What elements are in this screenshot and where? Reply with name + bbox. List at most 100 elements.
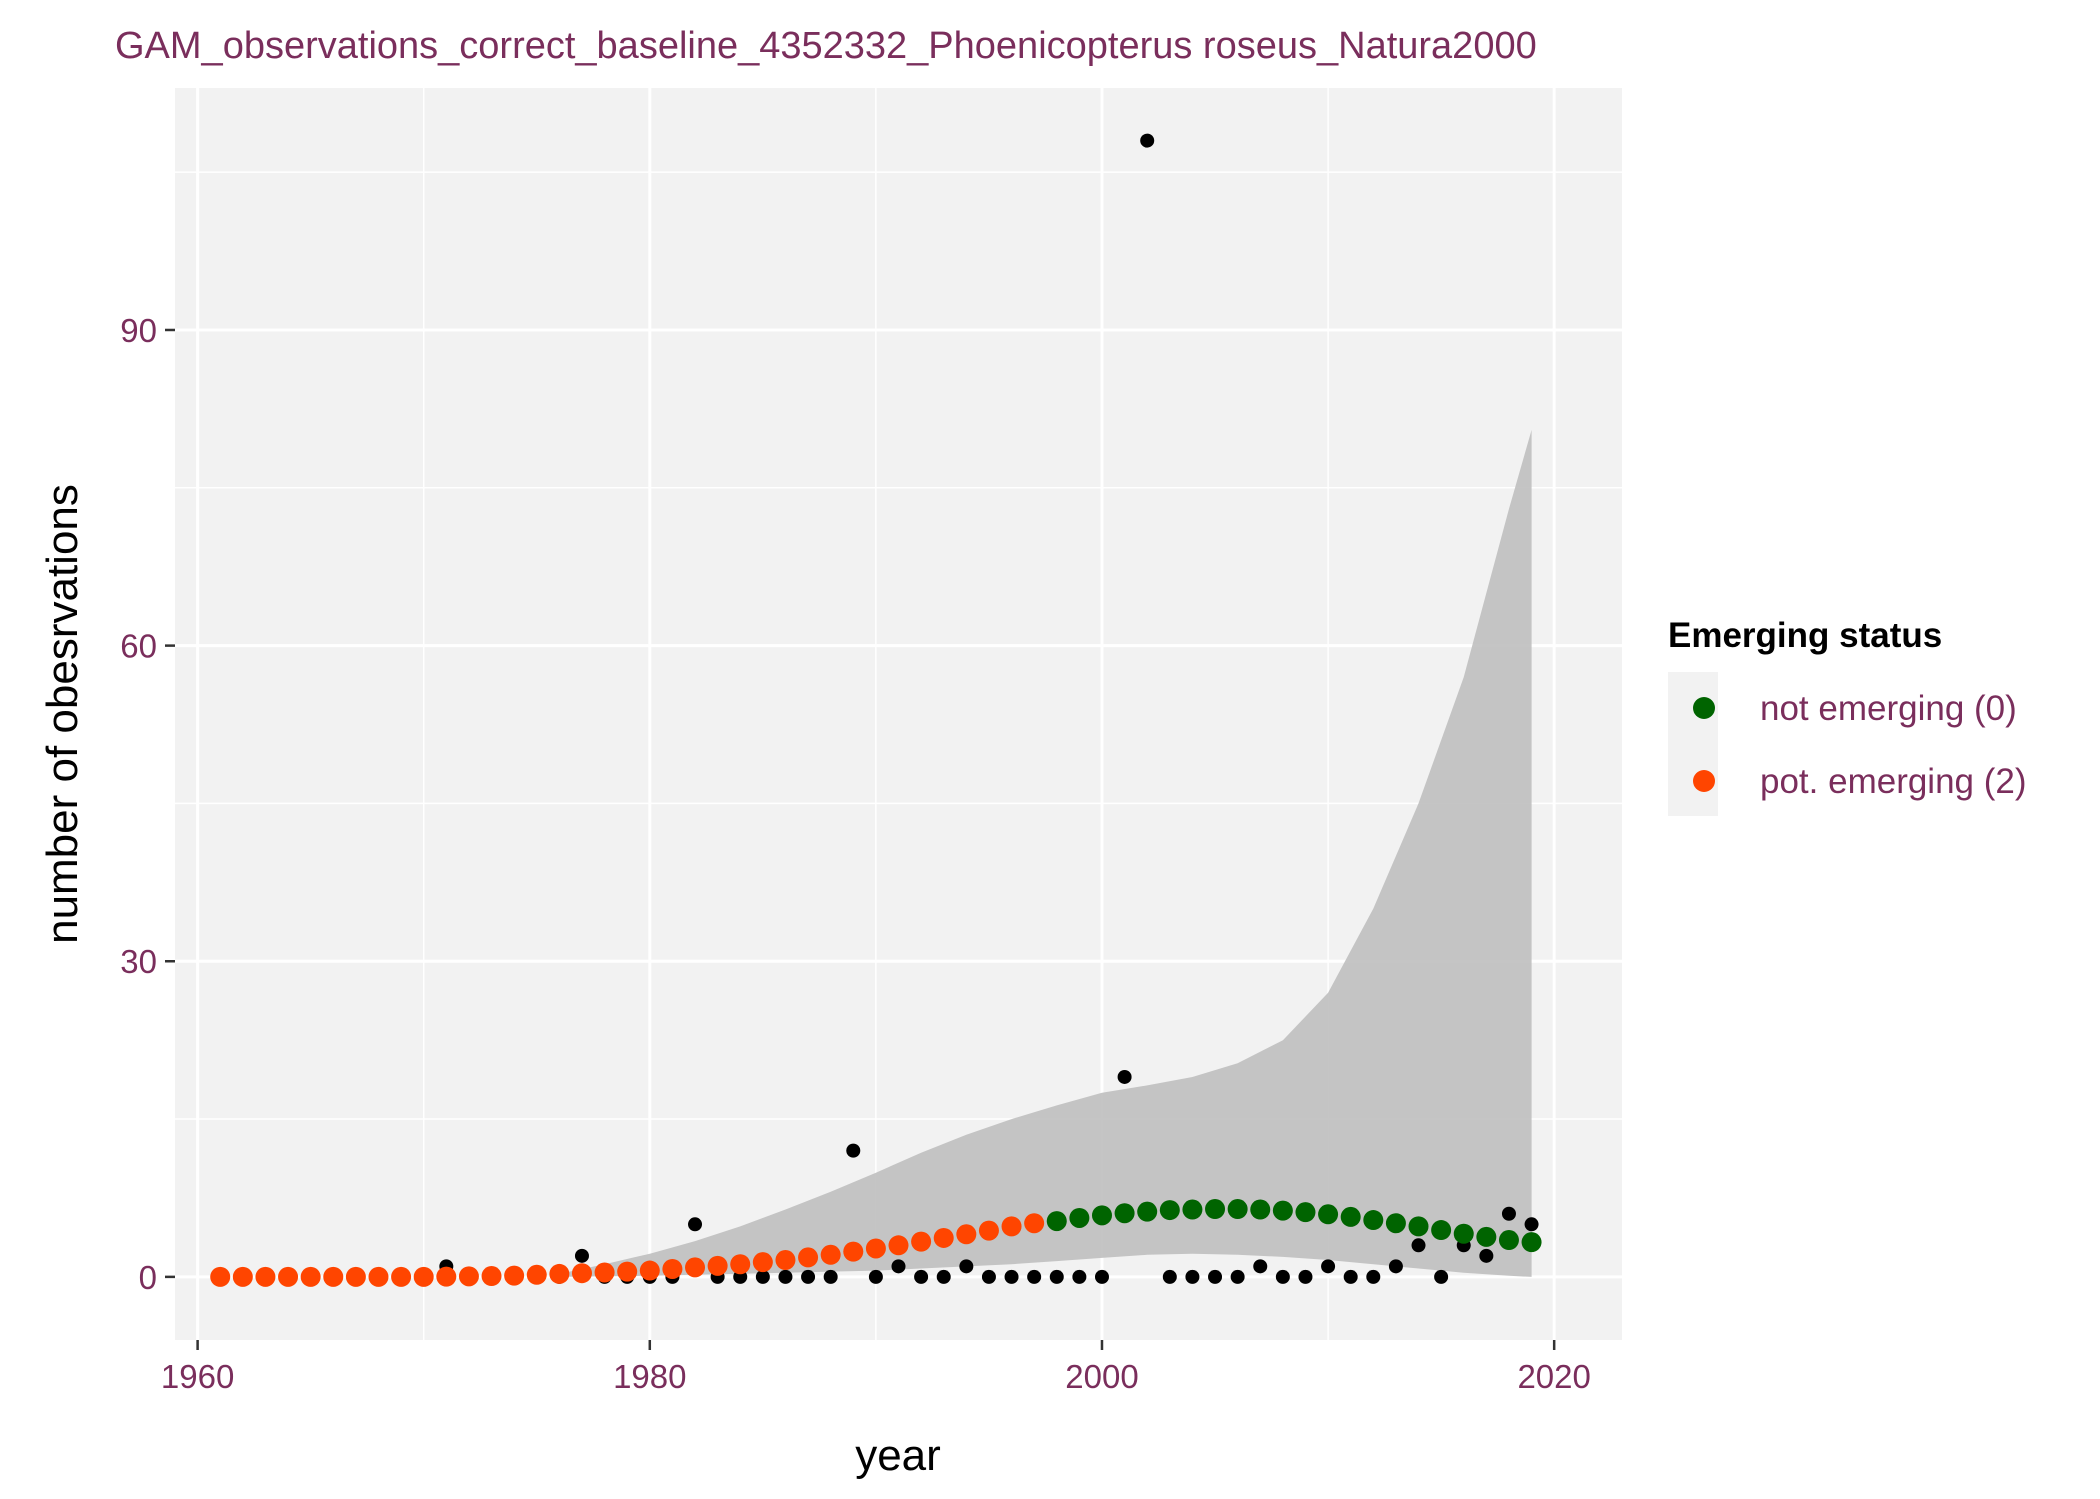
- observation-point: [1072, 1269, 1087, 1284]
- fitted-point: [956, 1224, 977, 1245]
- fitted-point: [978, 1220, 999, 1241]
- y-tick-label: 60: [120, 628, 157, 665]
- fitted-point: [933, 1227, 954, 1248]
- x-tick-label: 1980: [613, 1358, 686, 1395]
- fitted-point: [1227, 1199, 1248, 1220]
- fitted-point: [232, 1266, 253, 1287]
- observation-point: [688, 1217, 703, 1232]
- x-tick-label: 2020: [1517, 1358, 1590, 1395]
- observation-point: [755, 1269, 770, 1284]
- fitted-points: [210, 1199, 1542, 1287]
- fitted-point: [865, 1238, 886, 1259]
- observation-point: [1253, 1259, 1268, 1274]
- fitted-point: [843, 1241, 864, 1262]
- observation-point: [936, 1269, 951, 1284]
- observation-point: [1501, 1206, 1516, 1221]
- observation-point: [1208, 1269, 1223, 1284]
- fitted-point: [639, 1260, 660, 1281]
- observation-point: [1027, 1269, 1042, 1284]
- fitted-point: [1363, 1210, 1384, 1231]
- fitted-point: [1091, 1205, 1112, 1226]
- y-tick-label: 30: [120, 943, 157, 980]
- x-tick-label: 2000: [1065, 1358, 1138, 1395]
- observation-point: [1434, 1269, 1449, 1284]
- y-axis-ticks: 0 30 60 90: [120, 312, 175, 1296]
- fitted-point: [685, 1257, 706, 1278]
- fitted-point: [798, 1247, 819, 1268]
- fitted-point: [255, 1266, 276, 1287]
- fitted-point: [210, 1266, 231, 1287]
- grid-minor: [175, 88, 1622, 1340]
- fitted-point: [436, 1266, 457, 1287]
- observation-point: [1162, 1269, 1177, 1284]
- legend-swatch-not-emerging: [1693, 697, 1715, 719]
- fitted-point: [1431, 1220, 1452, 1241]
- observation-point: [801, 1269, 816, 1284]
- observation-point: [1117, 1069, 1132, 1084]
- fitted-point: [323, 1266, 344, 1287]
- legend-swatch-pot-emerging: [1693, 770, 1715, 792]
- observation-point: [846, 1143, 861, 1158]
- fitted-point: [300, 1266, 321, 1287]
- observation-point: [959, 1259, 974, 1274]
- fitted-point: [526, 1264, 547, 1285]
- observation-point: [1275, 1269, 1290, 1284]
- legend-label-pot-emerging: pot. emerging (2): [1760, 762, 2027, 801]
- fitted-point: [1340, 1206, 1361, 1227]
- fitted-point: [458, 1266, 479, 1287]
- observation-point: [1524, 1217, 1539, 1232]
- fitted-point: [1046, 1211, 1067, 1232]
- legend-label-not-emerging: not emerging (0): [1760, 689, 2017, 728]
- fitted-point: [1024, 1213, 1045, 1234]
- observation-point: [1388, 1259, 1403, 1274]
- x-tick-label: 1960: [161, 1358, 234, 1395]
- observation-point: [868, 1269, 883, 1284]
- y-tick-label: 90: [120, 312, 157, 349]
- fitted-point: [730, 1254, 751, 1275]
- fitted-point: [911, 1231, 932, 1252]
- fitted-point: [278, 1266, 299, 1287]
- legend-key-bg: [1668, 672, 1718, 816]
- observation-point: [1479, 1248, 1494, 1263]
- x-axis-ticks: 1960 1980 2000 2020: [161, 1340, 1591, 1395]
- observation-point: [778, 1269, 793, 1284]
- fitted-point: [368, 1266, 389, 1287]
- fitted-point: [1498, 1230, 1519, 1251]
- fitted-point: [571, 1263, 592, 1284]
- fitted-point: [1272, 1200, 1293, 1221]
- observation-point: [1411, 1238, 1426, 1253]
- y-tick-label: 0: [139, 1259, 157, 1296]
- fitted-point: [752, 1252, 773, 1273]
- fitted-point: [1159, 1200, 1180, 1221]
- observation-point: [1343, 1269, 1358, 1284]
- x-axis-title: year: [855, 1431, 941, 1480]
- observation-point: [1185, 1269, 1200, 1284]
- fitted-point: [1182, 1199, 1203, 1220]
- fitted-point: [1069, 1207, 1090, 1228]
- observation-point: [914, 1269, 929, 1284]
- observation-point: [1366, 1269, 1381, 1284]
- fitted-point: [1137, 1201, 1158, 1222]
- observation-point: [1049, 1269, 1064, 1284]
- fitted-point: [1408, 1216, 1429, 1237]
- observation-point: [891, 1259, 906, 1274]
- fitted-point: [1114, 1203, 1135, 1224]
- chart-title: GAM_observations_correct_baseline_435233…: [115, 25, 1537, 67]
- legend: Emerging status not emerging (0) pot. em…: [1668, 616, 2027, 816]
- fitted-point: [1318, 1204, 1339, 1225]
- observation-point: [1140, 133, 1155, 148]
- fitted-point: [391, 1266, 412, 1287]
- observation-point: [1004, 1269, 1019, 1284]
- fitted-point: [1250, 1199, 1271, 1220]
- fitted-point: [1476, 1226, 1497, 1247]
- fitted-point: [1295, 1202, 1316, 1223]
- observation-point: [1094, 1269, 1109, 1284]
- fitted-point: [413, 1266, 434, 1287]
- observation-point: [981, 1269, 996, 1284]
- fitted-point: [549, 1263, 570, 1284]
- fitted-point: [594, 1262, 615, 1283]
- fitted-point: [504, 1265, 525, 1286]
- observation-point: [1321, 1259, 1336, 1274]
- fitted-point: [775, 1250, 796, 1271]
